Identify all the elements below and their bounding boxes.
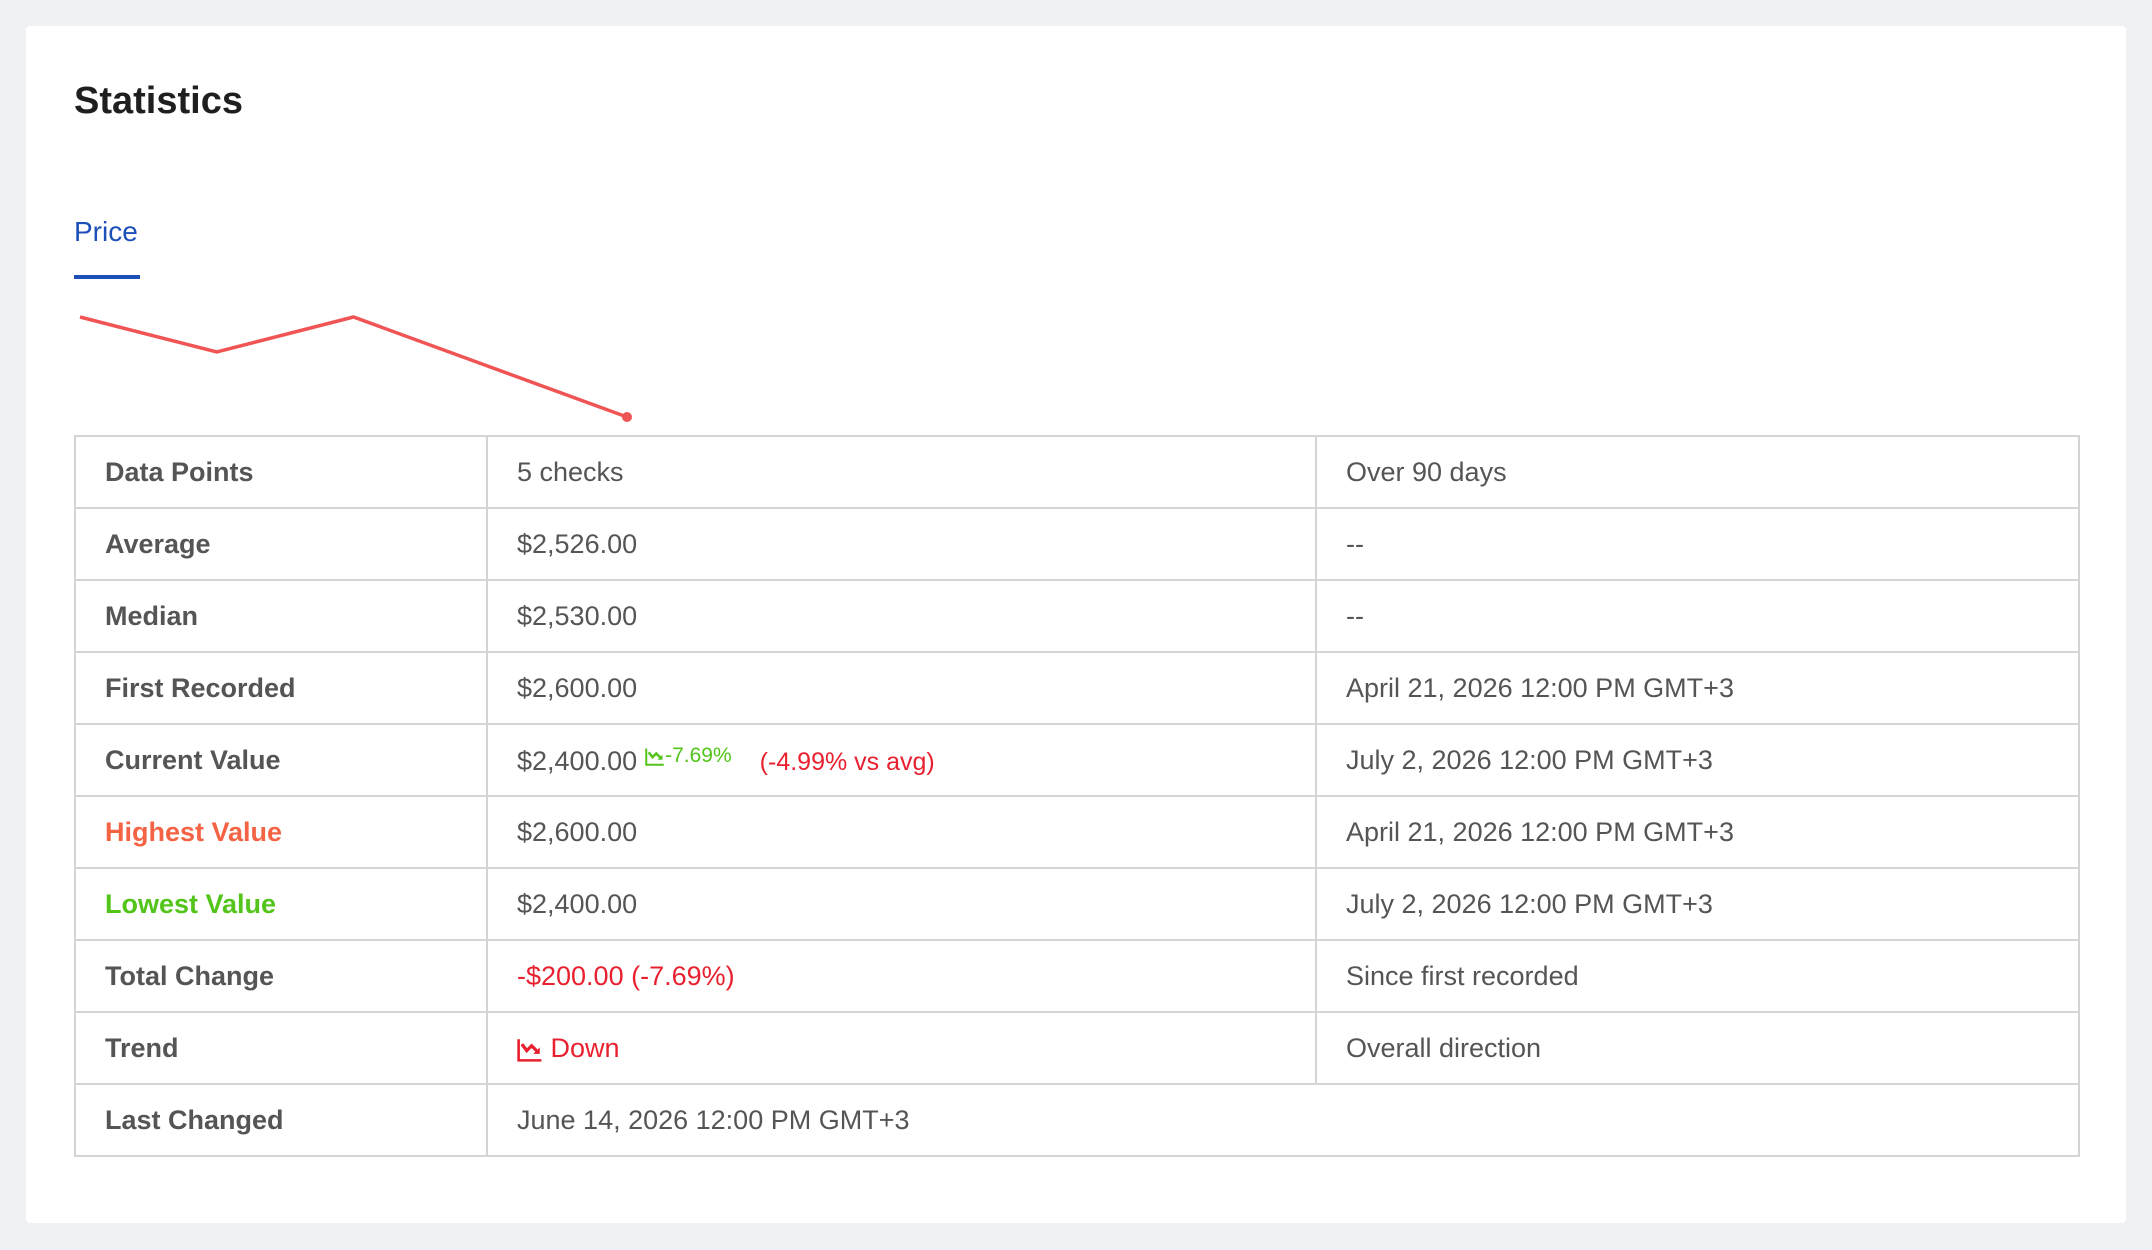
cell: 5 checks: [486, 435, 1317, 509]
row-label: Total Change: [74, 939, 488, 1013]
cell: $2,400.00 -7.69% (-4.99% vs avg): [486, 723, 1317, 797]
cell: Overall direction: [1315, 1011, 2080, 1085]
cell-text: --: [1346, 528, 1364, 559]
cell-text: Since first recorded: [1346, 960, 1579, 991]
cell-text: --: [1346, 600, 1364, 631]
cell: --: [1315, 507, 2080, 581]
row-label: Last Changed: [74, 1083, 488, 1157]
cell-text: $2,530.00: [517, 600, 638, 631]
title: Statistics: [74, 80, 243, 122]
cell-text: Total Change: [105, 960, 275, 991]
price-line: [79, 315, 628, 419]
table-row: Total Change -$200.00 (-7.69%) Since first…: [74, 939, 2080, 1013]
change-text: -7.69%: [665, 743, 732, 767]
cell-text: $2,600.00: [517, 672, 638, 703]
cell: July 2, 2026 12:00 PM GMT+3: [1315, 723, 2080, 797]
change-badge: -7.69%: [645, 744, 732, 767]
table-row: Average $2,526.00 --: [74, 507, 2080, 581]
tab[interactable]: Price: [74, 216, 138, 247]
cell: Over 90 days: [1315, 435, 2080, 509]
cell-text: 5 checks: [517, 456, 624, 487]
sparkline: [79, 315, 632, 422]
stats-table: Data Points 5 checks Over 90 days Average $2…: [74, 435, 2080, 1157]
cell: June 14, 2026 12:00 PM GMT+3: [486, 1083, 2080, 1157]
row-label: First Recorded: [74, 651, 488, 725]
cell-text: Data Points: [105, 456, 254, 487]
table-row: Median $2,530.00 --: [74, 579, 2080, 653]
cell: --: [1315, 579, 2080, 653]
cell-text: $2,600.00: [517, 816, 638, 847]
cell-text: July 2, 2026 12:00 PM GMT+3: [1346, 888, 1713, 919]
cell-text: Median: [105, 600, 199, 631]
last-point: [622, 412, 632, 422]
table-row: First Recorded $2,600.00 April 21, 2026 12…: [74, 651, 2080, 725]
cell: $2,530.00: [486, 579, 1317, 653]
cell-text: June 14, 2026 12:00 PM GMT+3: [517, 1104, 910, 1135]
trend-down-icon: [645, 748, 664, 766]
cell-text: Trend: [105, 1032, 179, 1063]
table-row: Lowest Value $2,400.00 July 2, 2026 12:00 …: [74, 867, 2080, 941]
cell-text: Current Value: [105, 744, 281, 775]
cell-text: $2,400.00: [517, 888, 638, 919]
cell: $2,400.00: [486, 867, 1317, 941]
cell-text: First Recorded: [105, 672, 296, 703]
cell-text: -$200.00 (-7.69%): [517, 960, 735, 991]
table-row: Data Points 5 checks Over 90 days: [74, 435, 2080, 509]
row-label: Data Points: [74, 435, 488, 509]
table-row: Highest Value $2,600.00 April 21, 2026 12:…: [74, 795, 2080, 869]
row-label: Average: [74, 507, 488, 581]
row-label: Lowest Value: [74, 867, 488, 941]
row-label: Highest Value: [74, 795, 488, 869]
cell: $2,600.00: [486, 795, 1317, 869]
cell: $2,526.00: [486, 507, 1317, 581]
cell: -$200.00 (-7.69%): [486, 939, 1317, 1013]
cell-text: Overall direction: [1346, 1032, 1542, 1063]
trend-down-icon: [517, 1039, 542, 1063]
cell-text: Last Changed: [105, 1104, 284, 1135]
row-label: Trend: [74, 1011, 488, 1085]
cell: July 2, 2026 12:00 PM GMT+3: [1315, 867, 2080, 941]
cell-text: April 21, 2026 12:00 PM GMT+3: [1346, 816, 1734, 847]
cell-text: $2,526.00: [517, 528, 638, 559]
cell: Down: [486, 1011, 1317, 1085]
table-row: Last Changed June 14, 2026 12:00 PM GMT+3: [74, 1083, 2080, 1157]
statistics-card: Statistics Price Data Points 5 checks Over…: [26, 26, 2126, 1223]
row-label: Median: [74, 579, 488, 653]
cell: Since first recorded: [1315, 939, 2080, 1013]
cell: April 21, 2026 12:00 PM GMT+3: [1315, 651, 2080, 725]
cell: $2,600.00: [486, 651, 1317, 725]
cell-text: Down: [550, 1032, 620, 1063]
cell-text: April 21, 2026 12:00 PM GMT+3: [1346, 672, 1734, 703]
vs-average: (-4.99% vs avg): [759, 747, 935, 776]
cell: April 21, 2026 12:00 PM GMT+3: [1315, 795, 2080, 869]
cell-text: Over 90 days: [1346, 456, 1507, 487]
cell-text: Average: [105, 528, 211, 559]
tab-indicator: [74, 275, 140, 279]
cell-text: $2,400.00: [517, 745, 638, 776]
cell-text: Highest Value: [105, 816, 283, 847]
table-row: Trend Down Overall direction: [74, 1011, 2080, 1085]
cell-text: Lowest Value: [105, 888, 277, 919]
row-label: Current Value: [74, 723, 488, 797]
table-row: Current Value $2,400.00 -7.69% (-4.99% vs a…: [74, 723, 2080, 797]
cell-text: July 2, 2026 12:00 PM GMT+3: [1346, 744, 1713, 775]
